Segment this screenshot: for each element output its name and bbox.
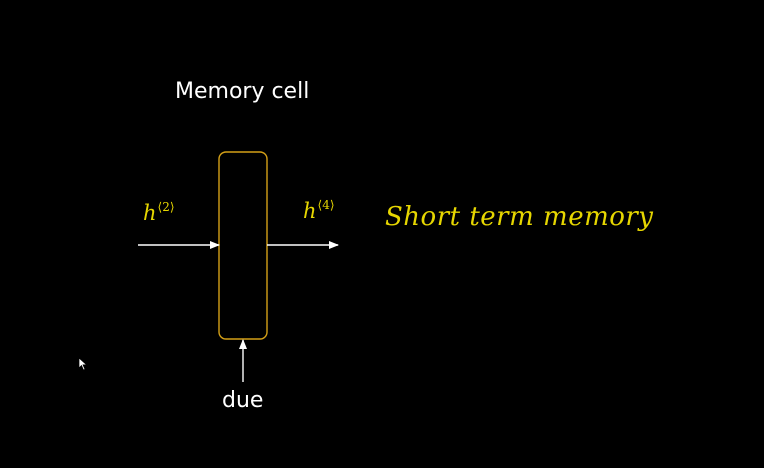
memory-cell-box: [218, 151, 268, 340]
mouse-pointer-icon: [78, 357, 88, 371]
output-hidden-base: h: [303, 199, 317, 223]
input-hidden-state-label: h⟨2⟩: [143, 200, 175, 226]
input-hidden-base: h: [143, 201, 157, 225]
input-hidden-superscript: ⟨2⟩: [157, 200, 175, 214]
output-hidden-superscript: ⟨4⟩: [317, 198, 335, 212]
bottom-input-label: due: [222, 388, 264, 413]
short-term-memory-caption: Short term memory: [385, 202, 654, 232]
output-hidden-state-label: h⟨4⟩: [303, 198, 335, 224]
memory-cell-title: Memory cell: [175, 79, 310, 104]
